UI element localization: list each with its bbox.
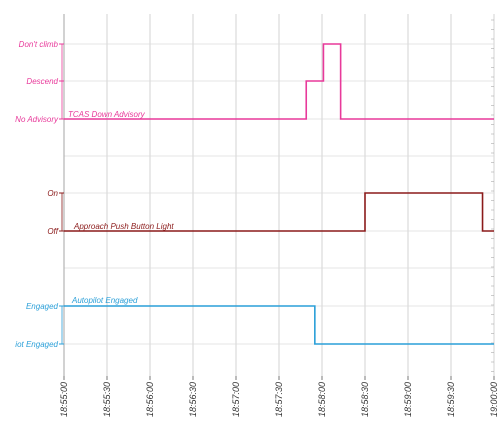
x-tick-label: 18:59:00 <box>403 382 413 417</box>
level-label: Engaged <box>26 302 59 311</box>
x-tick-label: 18:59:30 <box>446 382 456 417</box>
series-name-label: Autopilot Engaged <box>71 296 138 305</box>
level-label: Don't climb <box>19 40 59 49</box>
series-name-label: Approach Push Button Light <box>73 222 174 231</box>
x-tick-label: 18:58:30 <box>360 382 370 417</box>
level-label: Off <box>47 227 58 236</box>
x-tick-label: 18:57:30 <box>274 382 284 417</box>
level-label: Descend <box>26 77 58 86</box>
x-tick-label: 18:56:00 <box>145 382 155 417</box>
level-label: On <box>47 189 58 198</box>
x-tick-label: 19:00:00 <box>489 382 498 417</box>
x-tick-label: 18:55:30 <box>102 382 112 417</box>
x-tick-label: 18:58:00 <box>317 382 327 417</box>
x-tick-label: 18:56:30 <box>188 382 198 417</box>
series-line <box>64 43 494 120</box>
series-name-label: TCAS Down Advisory <box>68 110 146 119</box>
series-line <box>64 305 494 345</box>
series-line <box>64 192 494 232</box>
level-label: iot Engaged <box>15 340 58 349</box>
level-label: No Advisory <box>15 115 59 124</box>
x-tick-label: 18:57:00 <box>231 382 241 417</box>
x-tick-label: 18:55:00 <box>59 382 69 417</box>
